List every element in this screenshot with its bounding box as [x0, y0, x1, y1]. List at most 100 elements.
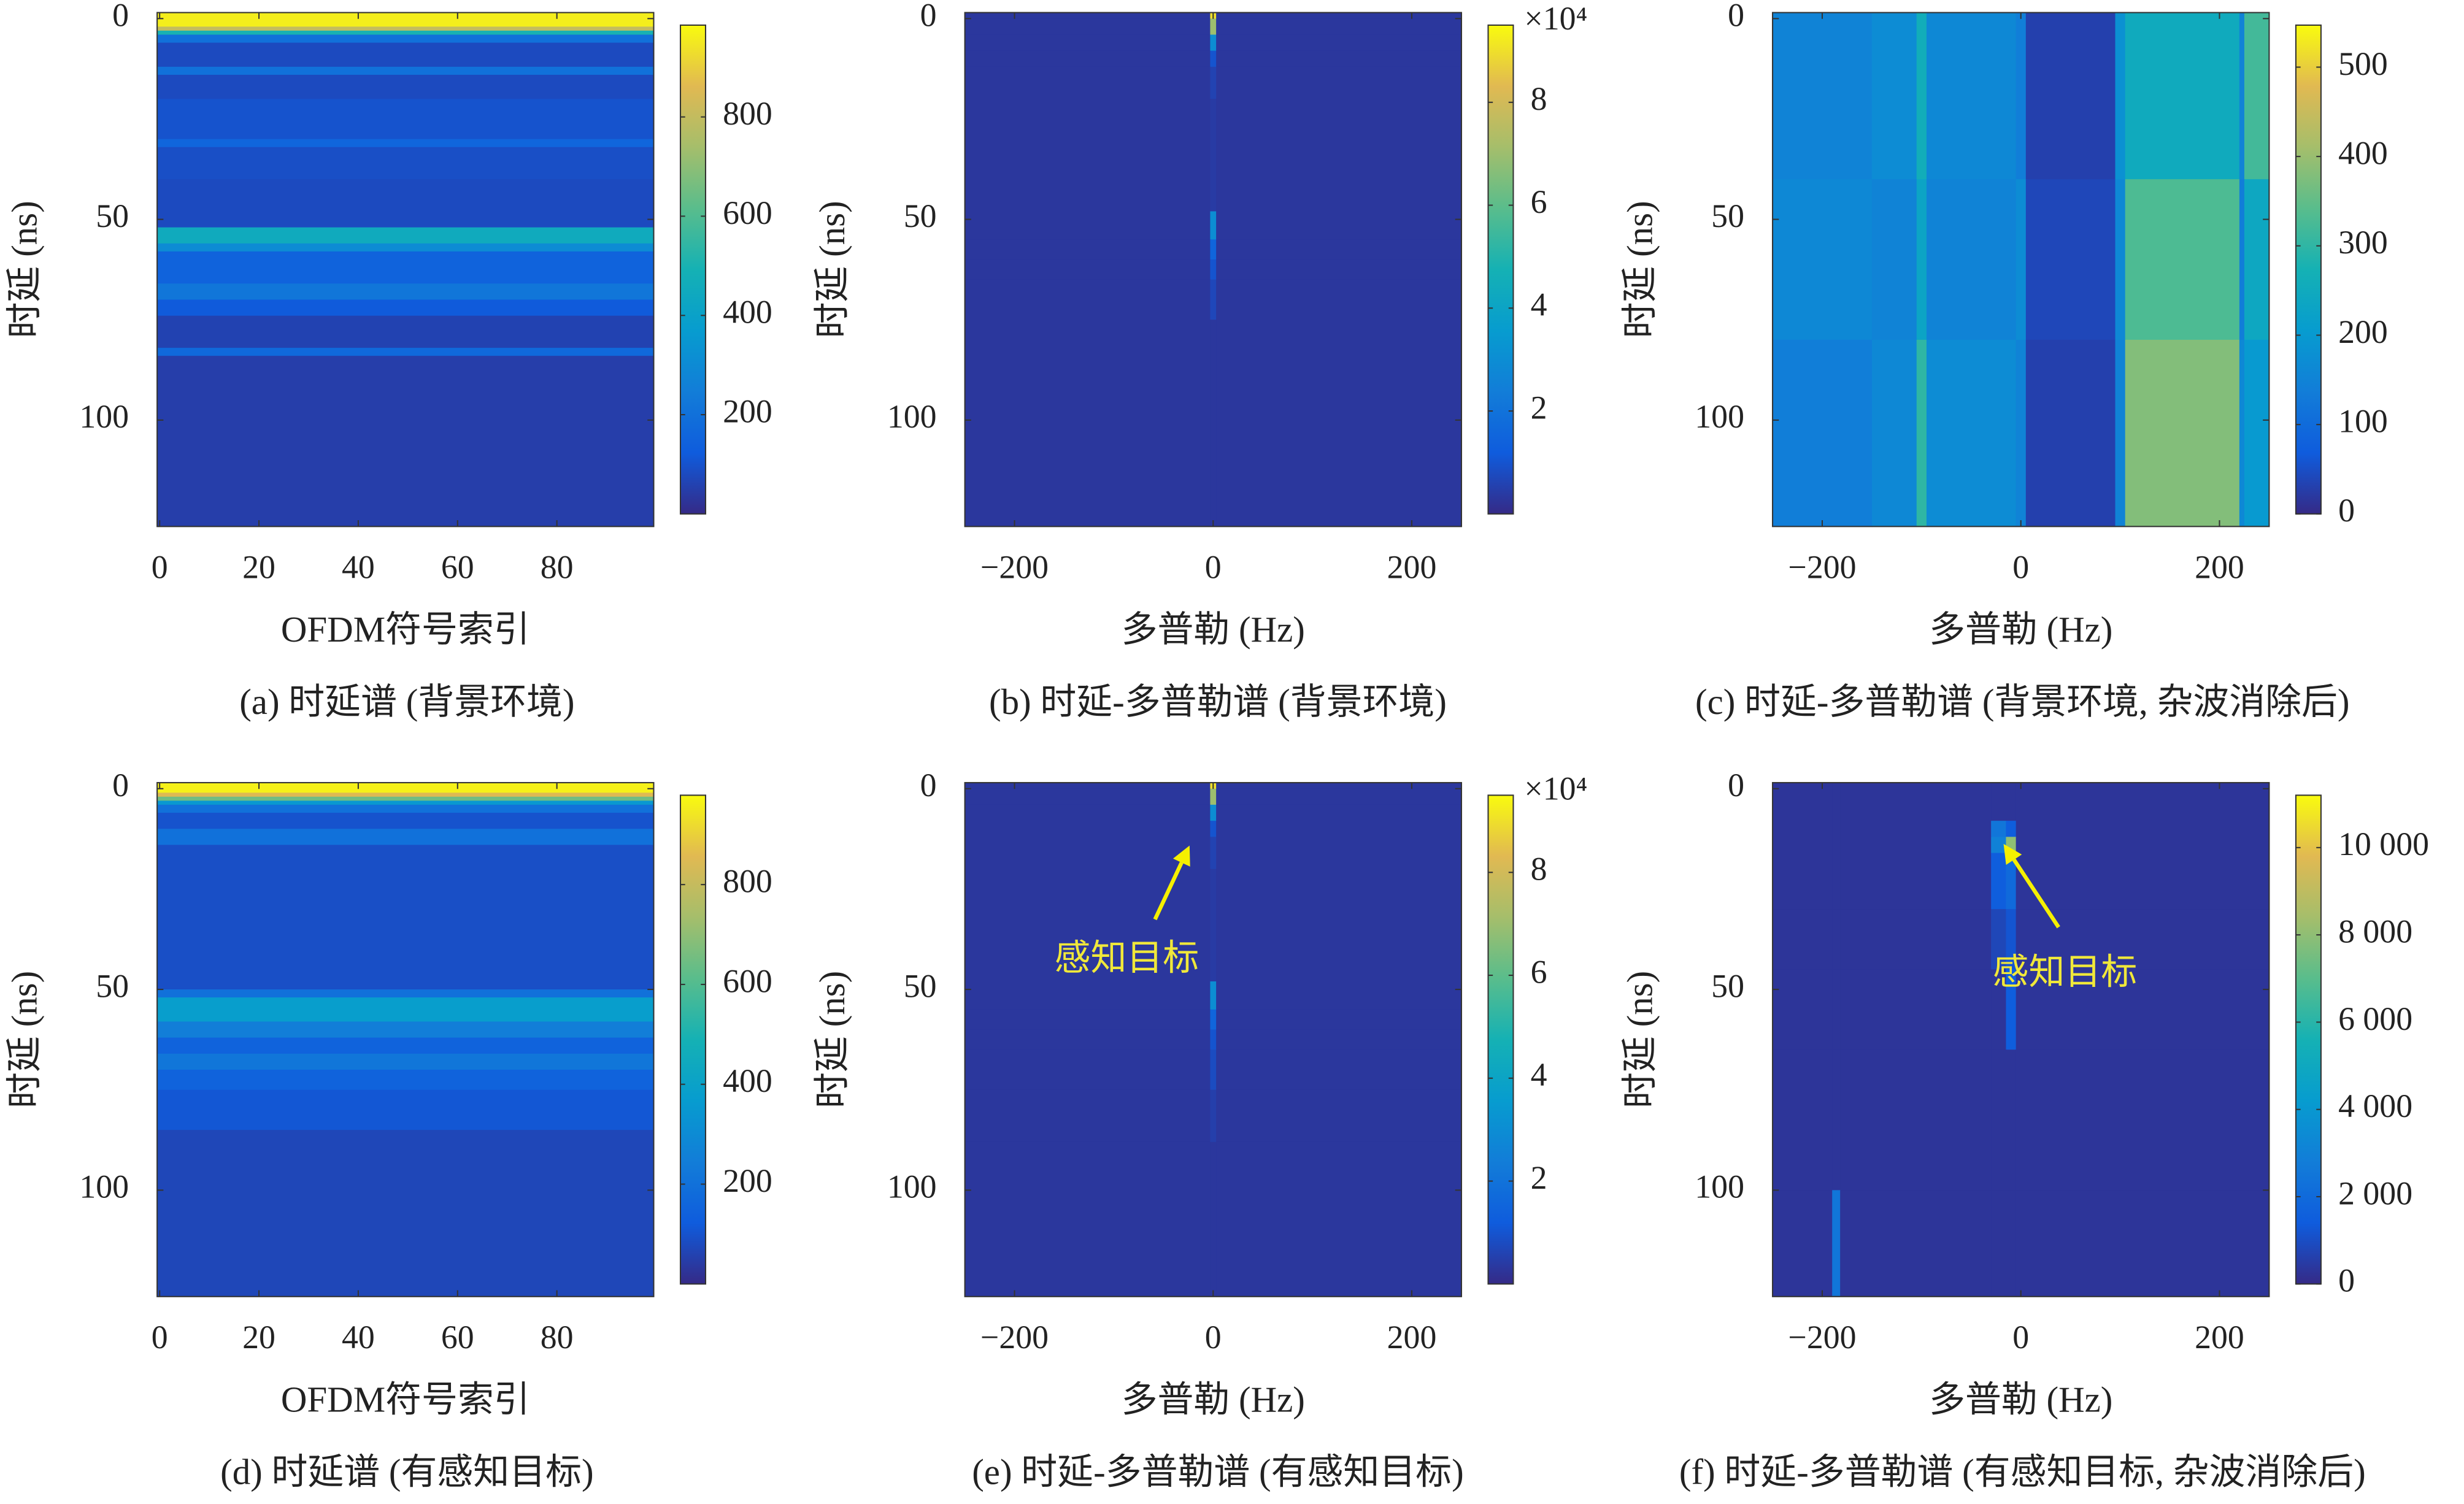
heat-cell [2015, 12, 2027, 180]
colorbar-tick-label: 500 [2338, 45, 2388, 82]
heat-cell [2015, 821, 2270, 838]
heat-cell [157, 796, 655, 802]
x-tick-label: −200 [980, 1319, 1049, 1356]
heat-cell [1840, 853, 1992, 910]
heat-cell [964, 1049, 1211, 1091]
heat-cell [1840, 821, 1992, 838]
x-tick-label: 20 [242, 1319, 275, 1356]
y-tick-label: 0 [112, 0, 129, 34]
heat-cell [1210, 259, 1217, 280]
heat-cell [1916, 12, 1927, 180]
heat-cell [1216, 1049, 1462, 1091]
heat-cell [964, 981, 1211, 1010]
heat-cell [157, 315, 655, 348]
y-tick-label: 100 [887, 398, 937, 435]
x-tick-label: −200 [980, 548, 1049, 585]
heat-cell [1871, 339, 1917, 528]
heat-cell [1991, 821, 2007, 838]
heat-cell [1773, 853, 1833, 910]
colorbar-tick-label: 200 [2338, 313, 2388, 350]
heat-cell [1871, 12, 1917, 180]
heat-cell [157, 30, 655, 36]
heat-cell [157, 813, 655, 830]
heat-cell [1210, 66, 1217, 99]
heat-cell [1773, 969, 1833, 1051]
heat-cell [2015, 909, 2270, 970]
y-tick-label: 50 [904, 198, 937, 234]
y-tick-label: 50 [96, 967, 129, 1004]
heat-cell [157, 1037, 655, 1054]
heat-cell [1840, 837, 1992, 854]
colorbar-tick-label: 600 [723, 962, 772, 999]
x-tick-label: 200 [2195, 1319, 2244, 1356]
colorbar-tick-label: 400 [723, 294, 772, 331]
y-tick-label: 0 [920, 767, 937, 804]
heat-cell [1832, 782, 1841, 821]
heat-cell [1840, 1190, 1992, 1297]
colorbar-exponent: ×10⁴ [1524, 0, 1587, 37]
heat-cell [964, 1009, 1211, 1030]
heat-cell [1991, 1049, 2007, 1191]
heat-cell [1926, 12, 2017, 180]
heat-cell [157, 42, 655, 67]
heat-cell [157, 829, 655, 846]
heat-cell [2015, 837, 2270, 854]
heat-cell [1210, 1029, 1217, 1051]
annotation-text: 感知目标 [1993, 953, 2138, 992]
heat-cell [1210, 981, 1217, 1010]
x-axis-label: OFDM符号索引 [281, 1380, 530, 1420]
heat-cell [157, 227, 655, 244]
heat-cell [1832, 821, 1841, 838]
x-tick-label: 200 [2195, 548, 2244, 585]
colorbar-tick-label: 2 [1531, 389, 1547, 426]
heat-cell [1773, 782, 1833, 821]
heat-cell [964, 320, 1211, 528]
heat-cell [2006, 782, 2017, 821]
heat-cell [1210, 869, 1217, 982]
heat-cell [2244, 339, 2270, 528]
heat-cell [157, 845, 655, 870]
annotation-arrowhead [1172, 845, 1190, 867]
heat-cell [1216, 782, 1462, 789]
x-tick-label: 200 [1387, 548, 1437, 585]
heat-cell [157, 179, 655, 228]
heat-cell [157, 1021, 655, 1038]
heat-cell [1210, 1089, 1217, 1143]
heat-cell [1832, 837, 1841, 854]
colorbar [2295, 24, 2322, 515]
x-tick-label: 0 [2012, 1319, 2029, 1356]
x-tick-label: −200 [1788, 1319, 1856, 1356]
heat-cell [2025, 339, 2116, 528]
x-tick-label: 60 [441, 1319, 474, 1356]
heat-cell [157, 1089, 655, 1130]
heat-cell [1216, 1141, 1462, 1297]
colorbar-tick-label: 400 [2338, 134, 2388, 171]
heat-cell [157, 139, 655, 148]
colorbar-tick-label: 4 000 [2338, 1088, 2412, 1124]
colorbar-tick-label: 600 [723, 194, 772, 231]
heat-cell [157, 147, 655, 180]
heat-cell [157, 251, 655, 285]
heat-cell [1926, 339, 2017, 528]
caption: (a) 时延谱 (背景环境) [239, 682, 574, 722]
heat-cell [157, 348, 655, 356]
heat-cell [1840, 782, 1992, 821]
x-axis-label: 多普勒 (Hz) [1122, 610, 1305, 650]
heat-cell [964, 788, 1211, 805]
panel: −200 0 200 0 50 100 多普勒 (Hz) 时延 (ns) (f) 时延-多普勒谱… [1620, 767, 2429, 1492]
heat-cell [1926, 179, 2017, 340]
heat-cell [1991, 1190, 2007, 1297]
heat-cell [1832, 1190, 1841, 1297]
colorbar [1487, 24, 1514, 515]
caption: (b) 时延-多普勒谱 (背景环境) [989, 682, 1447, 722]
y-axis-label: 时延 (ns) [5, 201, 45, 338]
x-tick-label: 0 [152, 548, 168, 585]
x-axis-label: 多普勒 (Hz) [1929, 1380, 2112, 1420]
panel: −200 0 200 0 50 100 多普勒 (Hz) 时延 (ns) (c) 时延-多普勒谱… [1620, 0, 2388, 722]
heat-cell [157, 74, 655, 99]
colorbar-tick-label: 2 000 [2338, 1175, 2412, 1211]
colorbar [1487, 794, 1514, 1285]
heat-cell [1773, 12, 1873, 180]
